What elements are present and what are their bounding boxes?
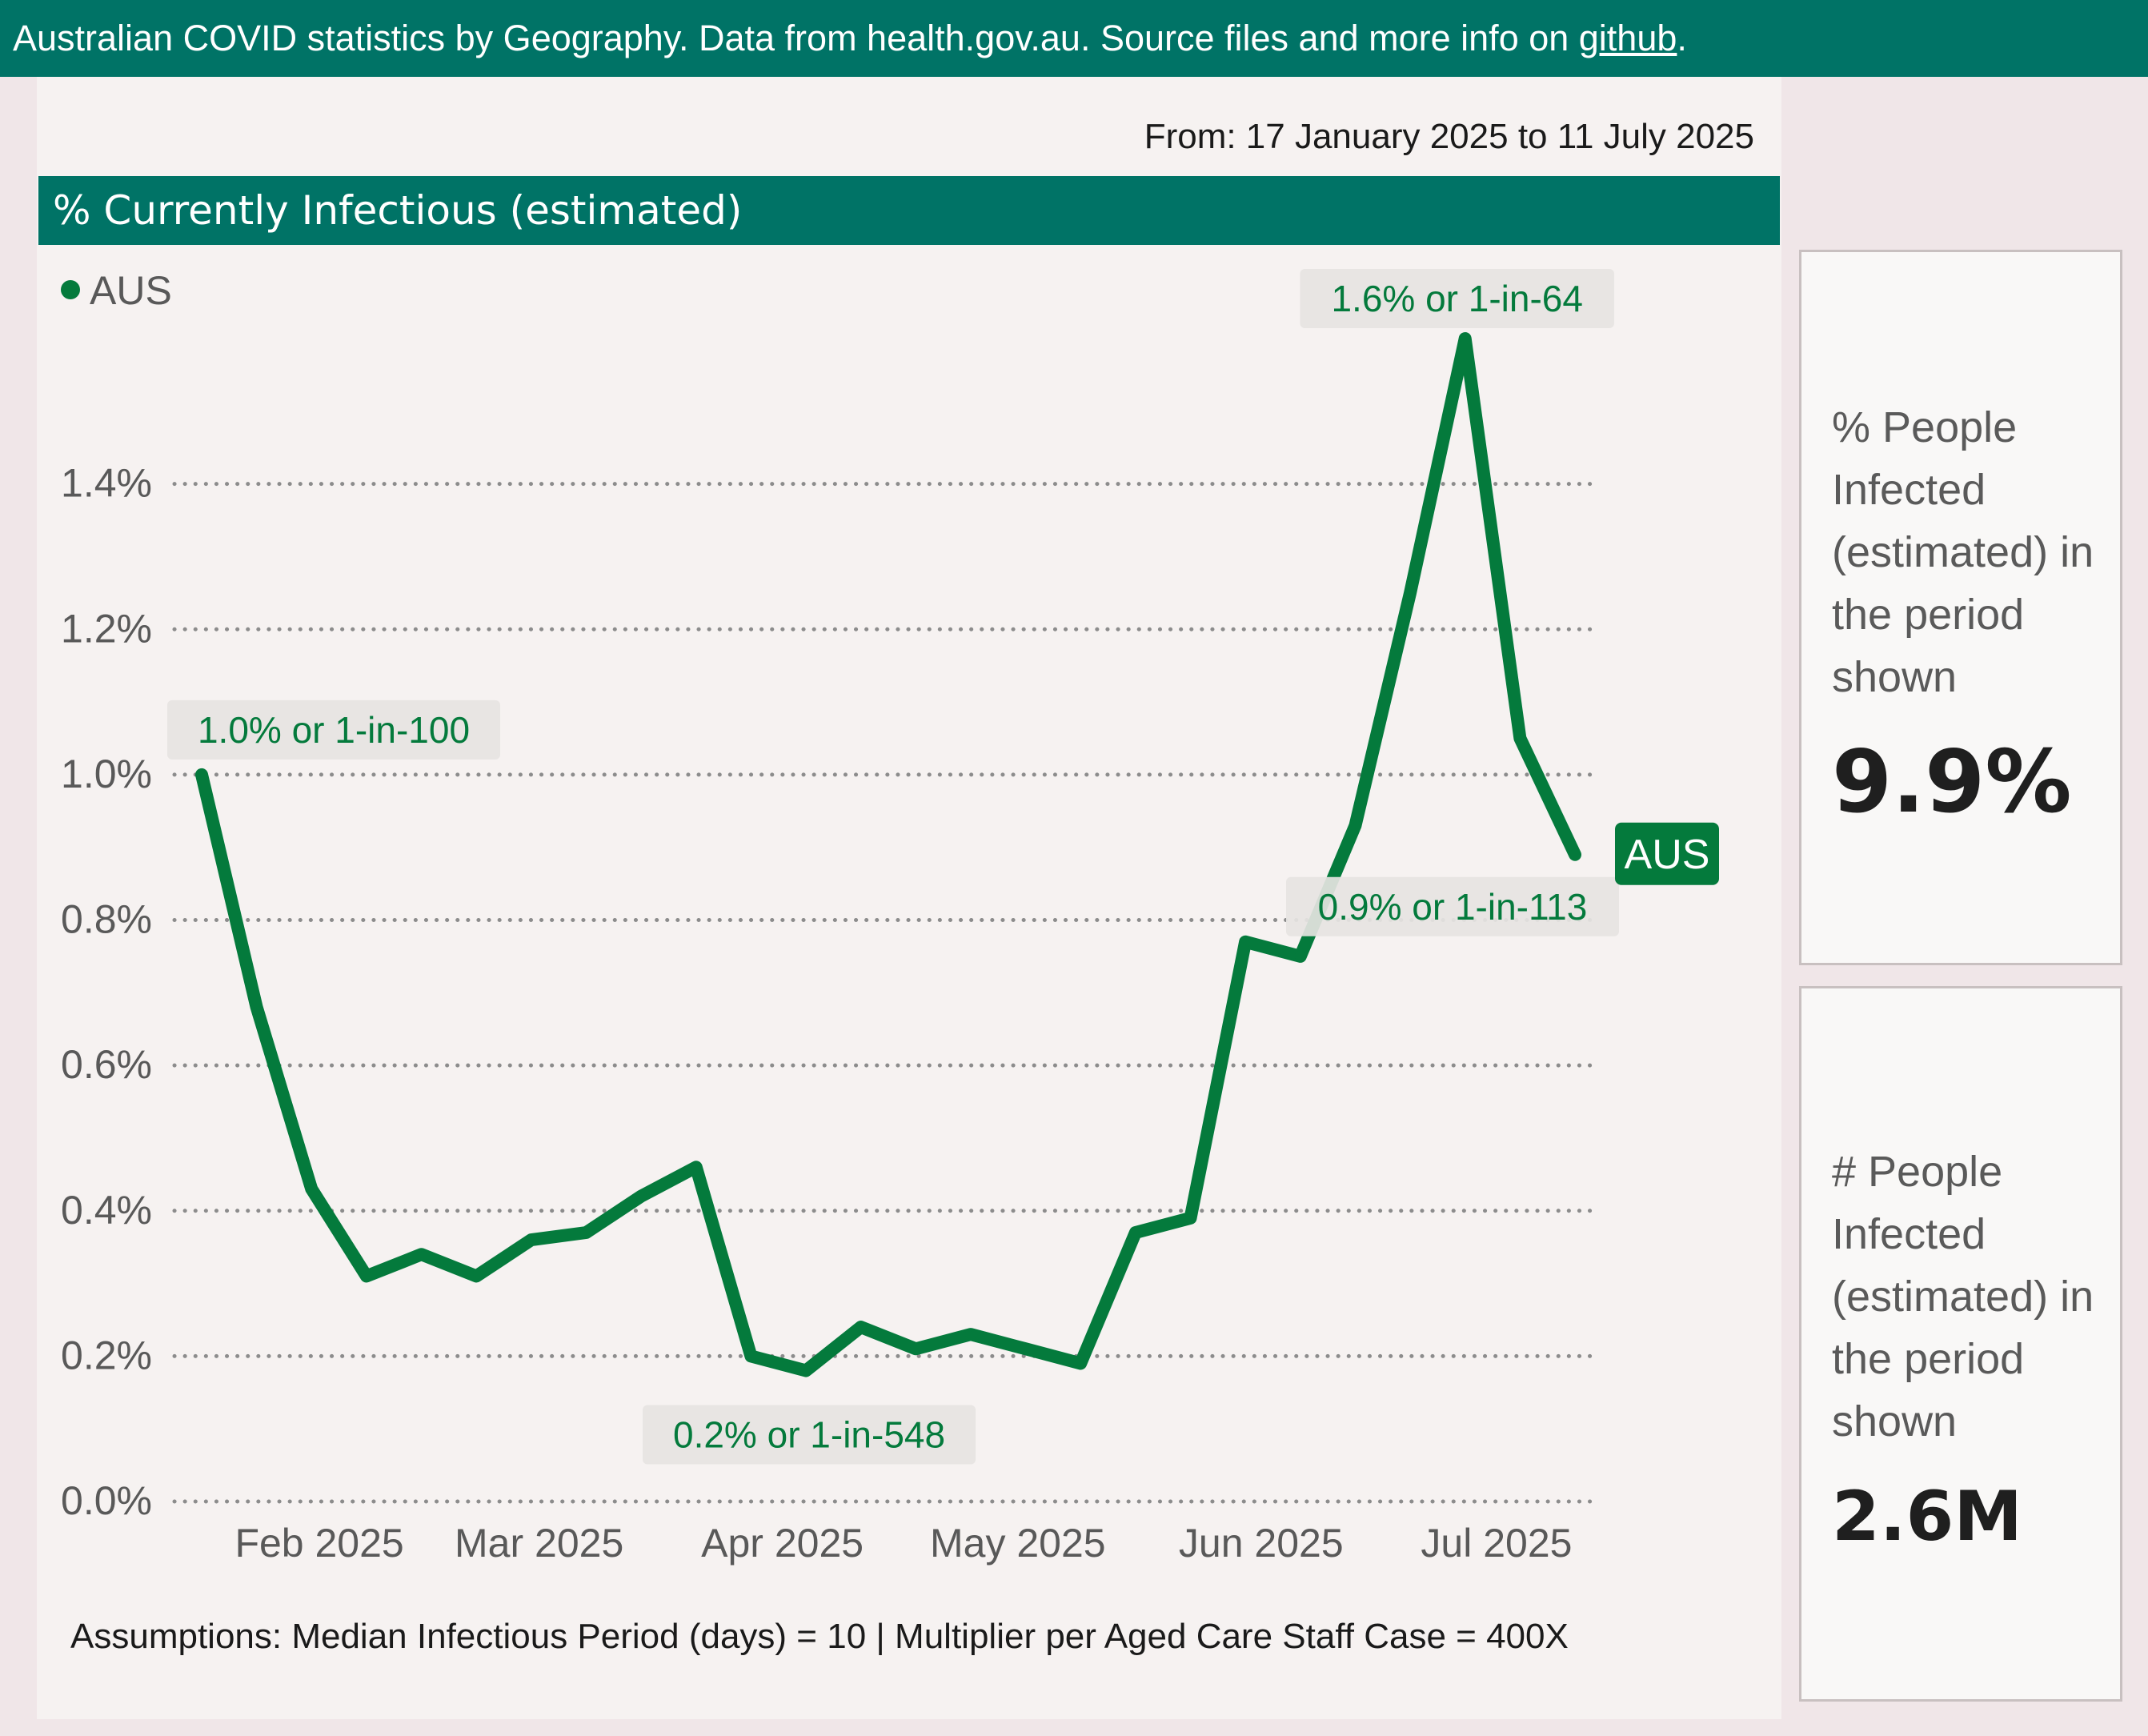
percent-infected-card: % People Infected (estimated) in the per… [1799, 250, 2122, 965]
data-point [471, 1270, 483, 1282]
data-point [1459, 333, 1471, 344]
annotation-label: 1.0% or 1-in-100 [198, 709, 470, 751]
data-point [1184, 1212, 1196, 1224]
series-line-aus [195, 332, 1581, 1377]
data-point [1129, 1226, 1141, 1238]
data-point [1020, 1343, 1032, 1355]
data-point [1075, 1357, 1087, 1369]
y-tick-label: 0.2% [61, 1333, 152, 1377]
y-tick-label: 0.8% [61, 897, 152, 942]
x-tick-label: Jun 2025 [1179, 1521, 1344, 1566]
data-point [525, 1234, 537, 1246]
people-infected-value: 2.6M [1832, 1477, 2022, 1557]
annotation-box [643, 1405, 976, 1465]
data-point [690, 1161, 702, 1173]
x-tick-label: Mar 2025 [455, 1521, 623, 1566]
chart-title: % Currently Infectious (estimated) [38, 176, 1780, 245]
data-point [800, 1365, 812, 1377]
data-point [1569, 848, 1581, 860]
y-tick-label: 1.4% [61, 461, 152, 506]
annotation-label: 0.9% or 1-in-113 [1318, 886, 1588, 928]
data-point [360, 1270, 372, 1282]
data-point [855, 1321, 867, 1333]
people-infected-label: # People Infected (estimated) in the per… [1832, 1148, 2094, 1445]
y-tick-label: 0.0% [61, 1478, 152, 1523]
assumptions-note: Assumptions: Median Infectious Period (d… [70, 1617, 1569, 1656]
data-point [1294, 950, 1306, 962]
legend-label: AUS [90, 268, 172, 313]
x-tick-label: May 2025 [930, 1521, 1106, 1566]
data-point [1514, 732, 1526, 744]
y-tick-label: 0.6% [61, 1042, 152, 1087]
y-tick-label: 1.0% [61, 752, 152, 796]
percent-infected-label: % People Infected (estimated) in the per… [1832, 403, 2094, 701]
annotation-box [1300, 269, 1614, 328]
end-label-box [1615, 822, 1719, 885]
annotation-label: 1.6% or 1-in-64 [1331, 278, 1583, 319]
people-infected-card: # People Infected (estimated) in the per… [1799, 986, 2122, 1702]
annotation-box [167, 700, 500, 760]
annotation-box [1286, 876, 1619, 936]
date-range: From: 17 January 2025 to 11 July 2025 [1144, 117, 1754, 156]
banner-suffix: . [1677, 18, 1687, 58]
data-point [250, 1001, 262, 1013]
y-tick-label: 0.4% [61, 1188, 152, 1233]
data-point [635, 1190, 647, 1202]
data-point [910, 1343, 922, 1355]
top-banner: Australian COVID statistics by Geography… [0, 0, 2148, 77]
legend-marker [61, 280, 80, 299]
annotation-label: 0.2% or 1-in-548 [673, 1414, 945, 1456]
x-tick-label: Jul 2025 [1421, 1521, 1572, 1566]
y-tick-label: 1.2% [61, 606, 152, 651]
data-point [580, 1226, 592, 1238]
data-point [964, 1329, 976, 1341]
data-point [415, 1249, 427, 1261]
percent-infected-value: 9.9% [1832, 732, 2072, 832]
banner-text: Australian COVID statistics by Geography… [13, 18, 1579, 58]
data-point [306, 1183, 318, 1195]
line-chart: 0.0% 0.2% 0.4% 0.6% 0.8% 1.0% 1.2% 1.4% Feb 2025… [61, 268, 1719, 1566]
github-link[interactable]: github [1578, 18, 1677, 58]
data-point [1405, 587, 1417, 599]
data-point [745, 1350, 757, 1362]
data-point [1240, 936, 1252, 948]
x-tick-label: Feb 2025 [234, 1521, 403, 1566]
data-point [196, 768, 207, 780]
data-point [1349, 820, 1361, 832]
x-tick-label: Apr 2025 [701, 1521, 864, 1566]
end-label: AUS [1625, 832, 1710, 878]
